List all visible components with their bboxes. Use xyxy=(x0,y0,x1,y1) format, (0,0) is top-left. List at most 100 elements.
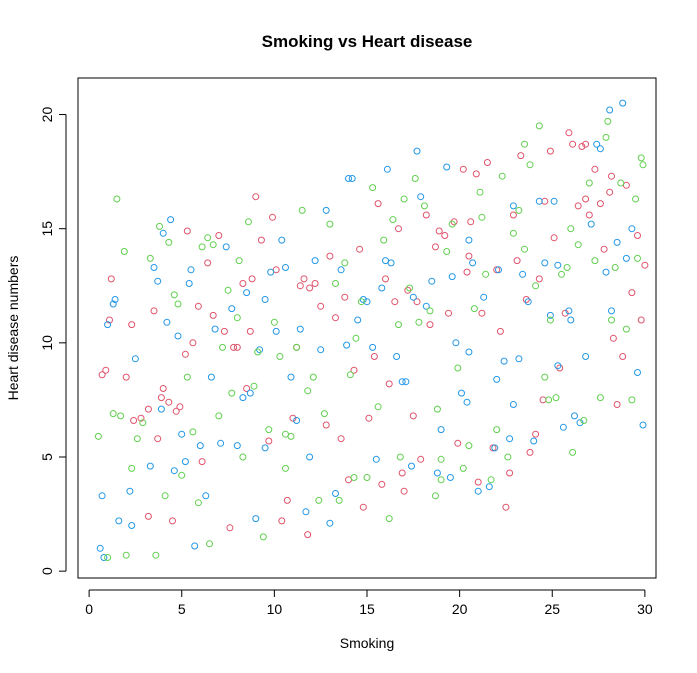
data-point xyxy=(369,184,377,192)
data-point xyxy=(632,195,640,203)
data-point xyxy=(363,474,371,481)
data-point xyxy=(469,259,477,267)
data-point xyxy=(467,218,475,226)
data-point xyxy=(585,179,593,187)
data-point xyxy=(250,382,258,390)
data-point xyxy=(304,387,312,395)
data-point xyxy=(459,464,467,472)
data-point xyxy=(593,140,601,148)
data-point xyxy=(172,407,180,415)
data-point xyxy=(261,444,269,452)
data-point xyxy=(585,211,593,219)
data-point xyxy=(591,165,599,173)
data-point xyxy=(470,305,478,313)
data-point xyxy=(408,462,415,470)
y-tick-label: 15 xyxy=(39,221,55,237)
data-point xyxy=(189,428,197,436)
data-point xyxy=(152,551,160,559)
data-point xyxy=(332,280,339,287)
data-point xyxy=(472,170,480,178)
data-point xyxy=(550,234,558,242)
data-point xyxy=(578,143,586,150)
data-point xyxy=(463,268,471,276)
data-point xyxy=(183,227,191,235)
data-point xyxy=(217,439,225,447)
data-point xyxy=(228,389,236,397)
data-point xyxy=(474,487,482,495)
data-point xyxy=(178,471,186,479)
data-point xyxy=(154,277,162,285)
data-point xyxy=(337,266,345,274)
data-point xyxy=(304,531,312,539)
data-point xyxy=(270,318,278,326)
data-point xyxy=(522,296,530,303)
data-point xyxy=(443,248,451,255)
x-tick-label: 30 xyxy=(637,601,653,617)
data-point xyxy=(345,175,352,182)
data-point xyxy=(354,316,362,324)
data-point xyxy=(565,129,573,137)
data-point xyxy=(369,343,377,351)
data-point xyxy=(433,469,441,477)
data-point xyxy=(591,257,599,265)
x-tick-label: 20 xyxy=(452,601,468,617)
data-point xyxy=(233,442,241,450)
data-point xyxy=(287,373,295,381)
data-point xyxy=(411,175,419,182)
data-point xyxy=(596,200,604,208)
points-layer xyxy=(94,99,649,561)
data-point xyxy=(326,252,334,260)
data-point xyxy=(613,238,621,246)
data-point xyxy=(608,172,615,180)
data-point xyxy=(94,432,102,440)
data-point xyxy=(480,293,488,301)
data-point xyxy=(409,412,417,420)
data-point xyxy=(485,483,493,491)
data-point xyxy=(465,252,473,260)
data-point xyxy=(161,492,169,500)
data-point xyxy=(493,426,501,434)
data-point xyxy=(107,275,115,283)
data-point xyxy=(239,453,247,461)
data-point xyxy=(252,193,260,201)
x-tick-label: 5 xyxy=(178,601,186,617)
data-point xyxy=(157,405,165,413)
data-point xyxy=(465,236,473,244)
data-point xyxy=(359,503,367,511)
data-point xyxy=(302,508,310,516)
data-point xyxy=(506,435,514,443)
data-point xyxy=(387,259,395,267)
data-point xyxy=(335,496,343,504)
data-point xyxy=(157,394,165,402)
data-point xyxy=(608,316,615,324)
data-point xyxy=(248,275,256,283)
data-point xyxy=(181,458,189,466)
data-point xyxy=(426,307,434,315)
data-point xyxy=(144,405,152,413)
data-point xyxy=(382,275,389,283)
data-point xyxy=(150,307,158,315)
plot-frame xyxy=(77,77,657,579)
data-point xyxy=(515,206,523,214)
data-point xyxy=(222,243,230,251)
data-point xyxy=(498,172,506,180)
data-point xyxy=(506,469,514,477)
data-point xyxy=(246,389,254,397)
data-point xyxy=(526,448,534,456)
y-axis-label: Heart disease numbers xyxy=(5,256,21,401)
data-point xyxy=(433,405,441,413)
data-point xyxy=(332,490,339,497)
data-point xyxy=(459,165,467,173)
data-point xyxy=(515,355,523,363)
data-point xyxy=(482,270,490,278)
data-point xyxy=(267,268,275,276)
y-tick-label: 0 xyxy=(39,567,55,575)
data-point xyxy=(254,348,262,356)
data-point xyxy=(448,220,456,228)
data-point xyxy=(282,464,289,472)
data-point xyxy=(181,350,189,358)
data-point xyxy=(509,202,517,210)
data-point xyxy=(396,453,404,461)
data-point xyxy=(622,181,630,189)
data-point xyxy=(133,435,141,443)
